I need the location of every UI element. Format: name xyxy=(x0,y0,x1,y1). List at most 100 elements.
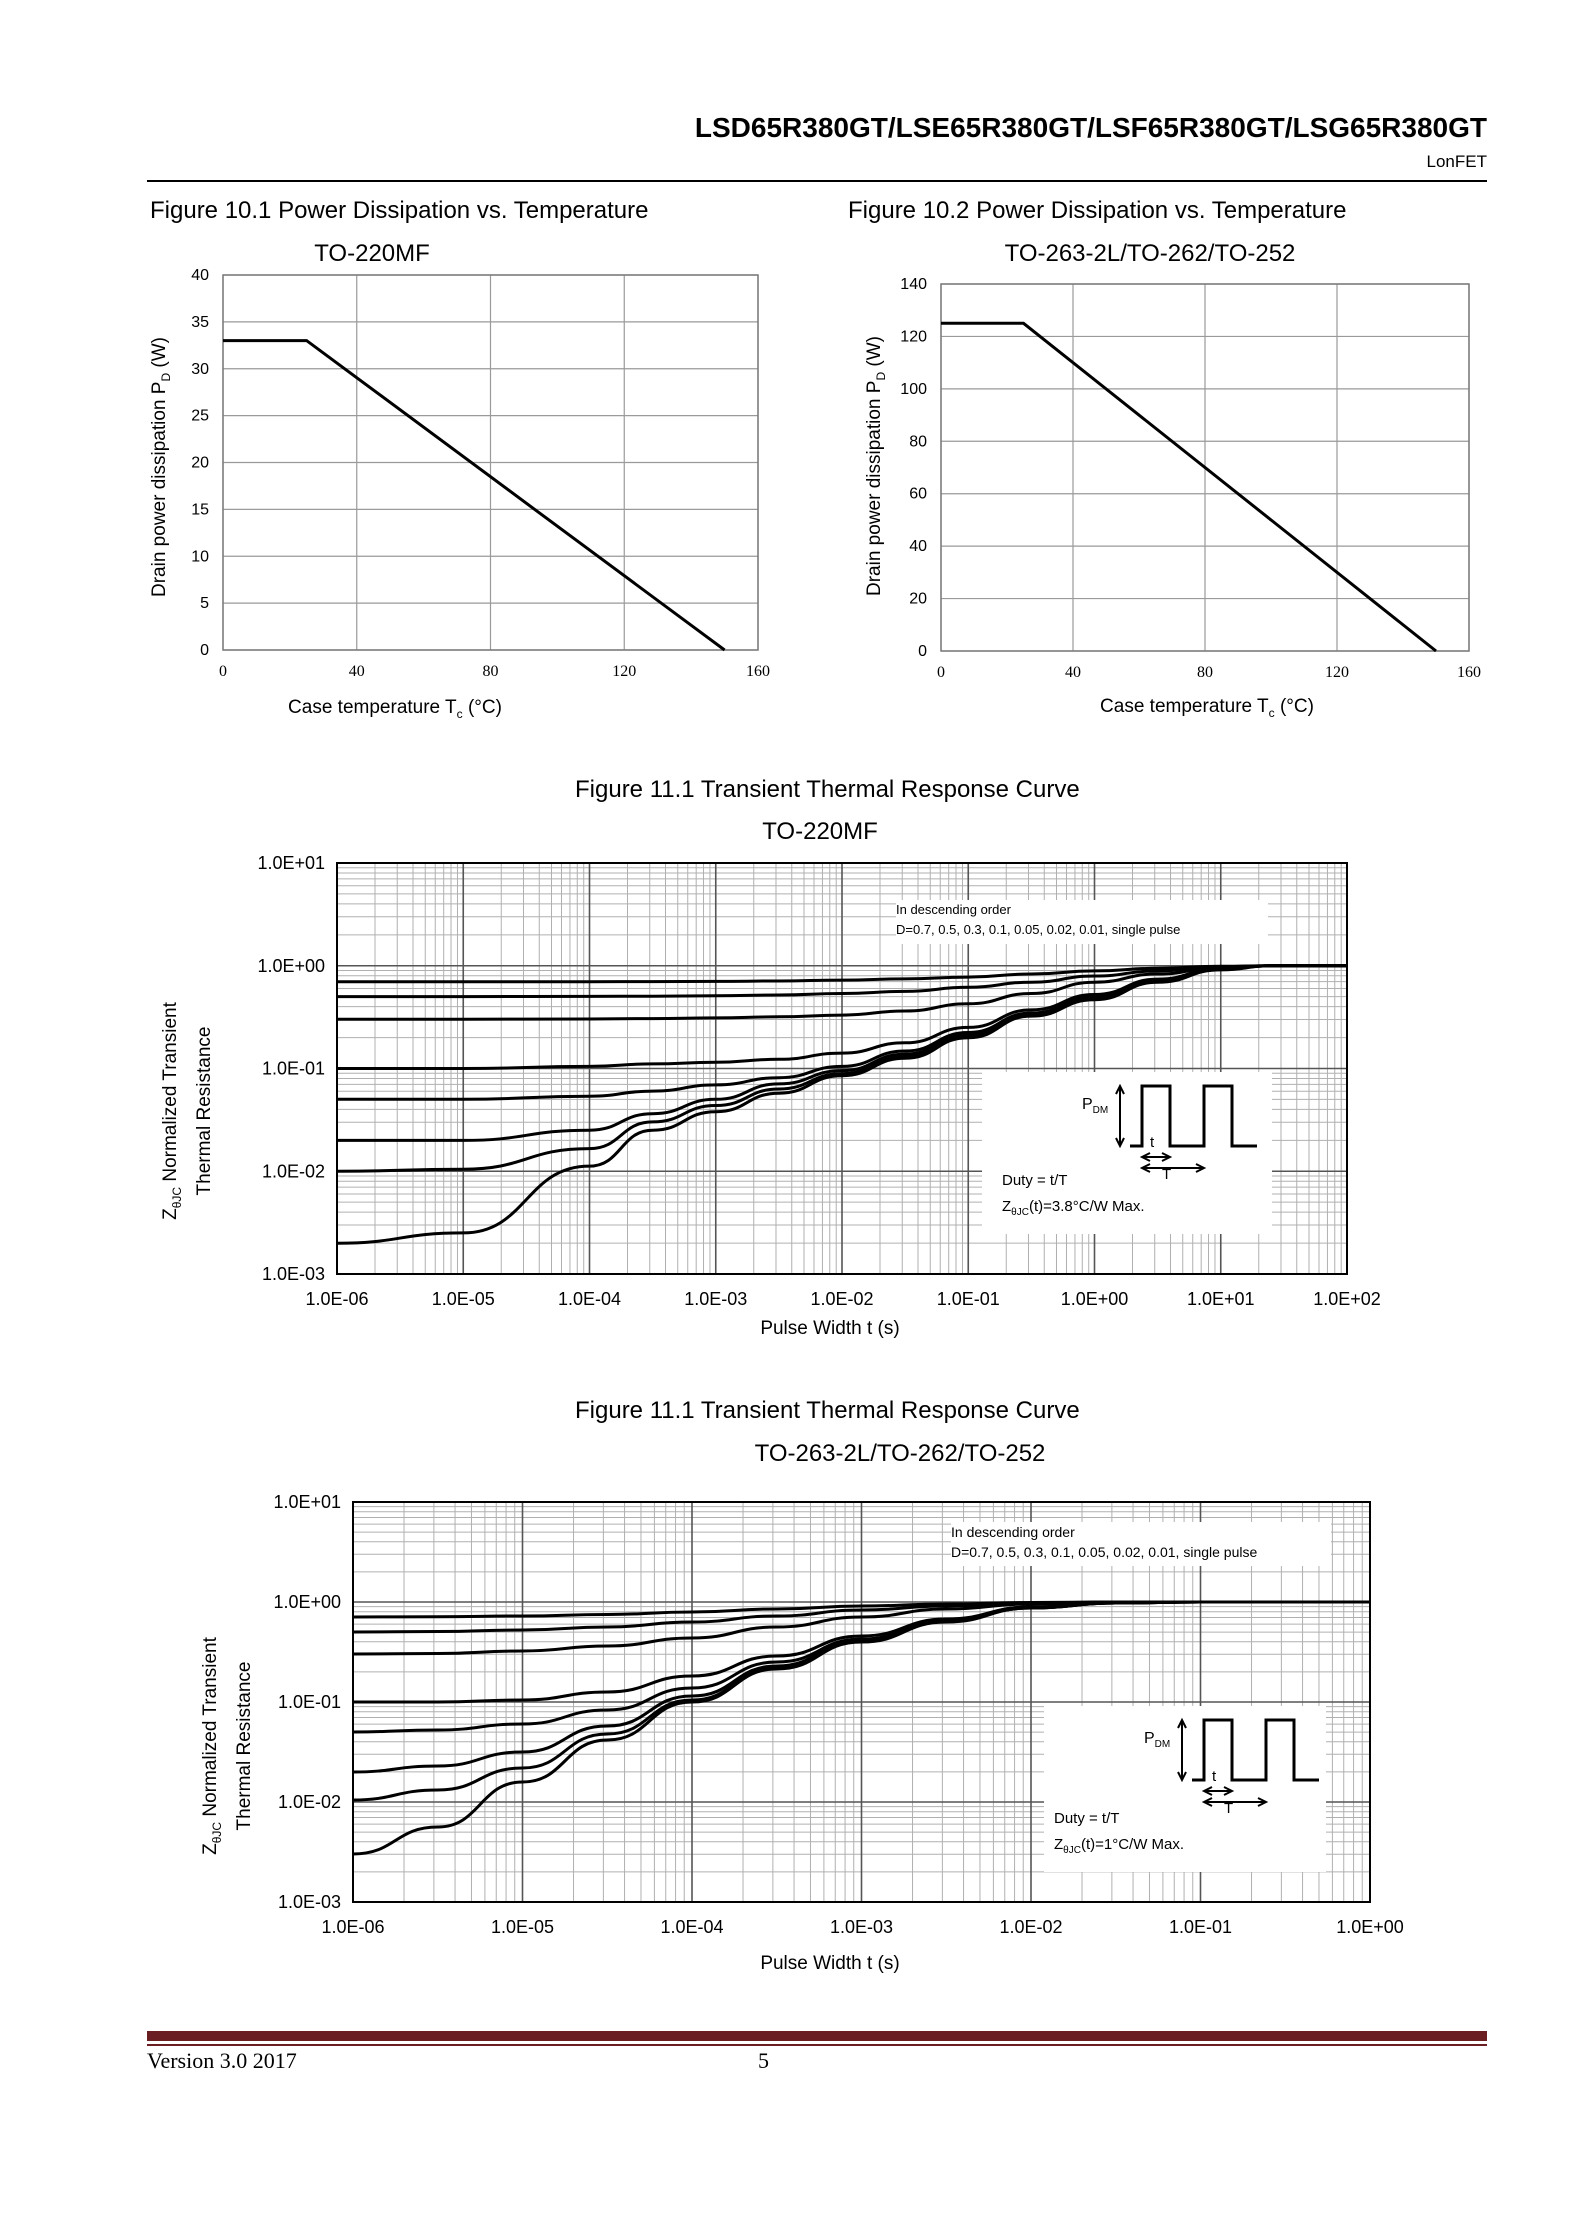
fig11_1a-ytick-label: 1.0E-02 xyxy=(262,1161,325,1181)
fig11-1a-pulse-diagram xyxy=(1115,1083,1257,1173)
fig10_2-ytick-label: 100 xyxy=(900,381,927,398)
fig11-1a-inset-z-value: (t)=3.8°C/W Max. xyxy=(1028,1198,1145,1215)
fig10_1-ytick-label: 10 xyxy=(191,548,209,565)
fig11_1b-xtick-label: 1.0E-04 xyxy=(660,1917,723,1937)
fig11-1b-inset-z-value: (t)=1°C/W Max. xyxy=(1080,1836,1185,1853)
fig11_1b-ytick-label: 1.0E-03 xyxy=(278,1892,341,1912)
fig11_1a-xtick-label: 1.0E-02 xyxy=(810,1289,873,1309)
fig11-1b-caption: Figure 11.1 Transient Thermal Response C… xyxy=(575,1397,1080,1424)
fig10_2-ytick-label: 40 xyxy=(909,538,927,555)
fig11-1a-xlabel: Pulse Width t (s) xyxy=(760,1318,900,1339)
fig11_1a-xtick-label: 1.0E-04 xyxy=(558,1289,621,1309)
fig10_2-xtick-label: 40 xyxy=(1065,664,1081,681)
fig10_1-ytick-label: 15 xyxy=(191,501,209,518)
fig11-1a-inset-z-sub: θJC xyxy=(1011,1207,1029,1218)
fig10_2-plot-frame xyxy=(940,283,1470,652)
fig11_1b-xtick-label: 1.0E-01 xyxy=(1169,1917,1232,1937)
fig11-1a-inset-zval: ZθJC(t)=3.8°C/W Max. xyxy=(1002,1198,1145,1218)
fig11-1b-xlabel: Pulse Width t (s) xyxy=(760,1953,900,1974)
fig11_1b-xtick-label: 1.0E+00 xyxy=(1336,1917,1404,1937)
fig10_1-xtick-label: 40 xyxy=(349,663,365,680)
footer-rule-thin xyxy=(147,2044,1487,2046)
fig11-1b-inset-T: T xyxy=(1224,1800,1234,1817)
footer-rule xyxy=(147,2031,1487,2041)
fig11_1a-ytick-label: 1.0E+01 xyxy=(257,853,325,873)
fig10_1-xtick-label: 0 xyxy=(219,663,227,680)
fig11-1b-inset-z-sub: θJC xyxy=(1063,1845,1081,1856)
fig10-2-caption: Figure 10.2 Power Dissipation vs. Temper… xyxy=(848,197,1347,224)
fig11_1b-series-line xyxy=(352,1600,1370,1856)
fig10-1-subtitle: TO-220MF xyxy=(314,240,430,267)
fig11_1b-ytick-label: 1.0E+00 xyxy=(273,1592,341,1612)
fig10_1-ytick-label: 0 xyxy=(200,642,209,659)
fig10-2-xlabel-sub: c xyxy=(1268,705,1275,720)
fig10-1-xlabel-text: Case temperature T xyxy=(288,697,457,718)
fig10_1-ytick-label: 40 xyxy=(191,267,209,284)
fig10-2-xlabel-text: Case temperature T xyxy=(1100,696,1269,717)
fig10_2-ytick-label: 20 xyxy=(909,591,927,608)
fig10_2-ytick-label: 0 xyxy=(918,643,927,660)
fig11-1a-inset-z: Z xyxy=(1002,1198,1012,1215)
fig10_2-series-line xyxy=(941,321,1437,653)
fig11_1b-ytick-label: 1.0E-02 xyxy=(278,1792,341,1812)
fig10_2-xtick-label: 160 xyxy=(1457,664,1481,681)
fig10_2-xtick-label: 120 xyxy=(1325,664,1349,681)
fig10_1-xtick-label: 80 xyxy=(483,663,499,680)
fig10_1-plot-frame xyxy=(222,274,759,651)
fig11_1a-series-line xyxy=(337,964,1347,999)
fig10-1-xlabel: Case temperature Tc (°C) xyxy=(225,697,565,721)
fig10-2-subtitle: TO-263-2L/TO-262/TO-252 xyxy=(1004,240,1296,267)
fig11_1b-xtick-label: 1.0E-03 xyxy=(830,1917,893,1937)
brand-name: LonFET xyxy=(1426,152,1487,171)
fig11-1a-inset-pdm: PDM xyxy=(1082,1096,1108,1116)
fig10_2-xtick-label: 0 xyxy=(937,664,945,681)
fig11-1a-inset-pdm-p: P xyxy=(1082,1096,1093,1113)
fig10_2-ytick-label: 120 xyxy=(900,328,927,345)
fig11_1a-ytick-label: 1.0E-03 xyxy=(262,1264,325,1284)
fig11-1b-legend: In descending order D=0.7, 0.5, 0.3, 0.1… xyxy=(951,1522,1331,1566)
fig11_1b-ytick-label: 1.0E-01 xyxy=(278,1692,341,1712)
fig11_1a-xtick-label: 1.0E-01 xyxy=(937,1289,1000,1309)
fig10_1-ytick-label: 25 xyxy=(191,408,209,425)
fig11-1a-inset-duty: Duty = t/T xyxy=(1002,1172,1068,1189)
fig11_1b-xtick-label: 1.0E-05 xyxy=(491,1917,554,1937)
fig11-1b-legend-line1: In descending order xyxy=(951,1524,1075,1540)
fig11-1b-inset-pdm: PDM xyxy=(1144,1730,1170,1750)
fig11-1a-inset-T: T xyxy=(1162,1166,1172,1183)
fig10_1-ytick-label: 5 xyxy=(200,595,209,612)
fig11_1a-series-line xyxy=(336,964,1347,1245)
fig11_1b-ytick-label: 1.0E+01 xyxy=(273,1492,341,1512)
fig10_1-ytick-label: 35 xyxy=(191,314,209,331)
fig10_1-xtick-label: 160 xyxy=(746,663,770,680)
fig11-1a-legend-line1: In descending order xyxy=(896,902,1011,917)
header-divider xyxy=(147,180,1487,182)
fig11-1a-subtitle: TO-220MF xyxy=(762,818,878,845)
footer-version: Version 3.0 2017 xyxy=(147,2048,297,2073)
fig11-1b-inset-z: Z xyxy=(1054,1836,1064,1853)
fig11-1a-legend-line2: D=0.7, 0.5, 0.3, 0.1, 0.05, 0.02, 0.01, … xyxy=(896,922,1181,937)
page-number: 5 xyxy=(758,2048,769,2073)
fig10_2-ytick-label: 140 xyxy=(900,276,927,293)
fig10_2-ytick-label: 60 xyxy=(909,486,927,503)
fig10-2-xlabel-unit: (°C) xyxy=(1279,696,1314,717)
fig10_1-series-line xyxy=(223,339,726,652)
fig11_1a-xtick-label: 1.0E-05 xyxy=(432,1289,495,1309)
fig10_2-xtick-label: 80 xyxy=(1197,664,1213,681)
fig11-1a-inset-t1: t xyxy=(1150,1134,1155,1151)
fig11-1b-inset-pdm-sub: DM xyxy=(1154,1739,1171,1751)
fig11-1b-pulse-diagram xyxy=(1177,1717,1319,1807)
fig10-1-caption: Figure 10.1 Power Dissipation vs. Temper… xyxy=(150,197,649,224)
fig11-1b-inset-duty: Duty = t/T xyxy=(1054,1810,1120,1827)
fig11-1a-inset: PDM t T Duty = t/T ZθJC(t)=3.8°C/W Max. xyxy=(982,1072,1272,1234)
fig11-1b-inset-t1: t xyxy=(1212,1768,1217,1785)
fig11_1a-series-line xyxy=(336,964,1347,1021)
fig11_1a-xtick-label: 1.0E+02 xyxy=(1313,1289,1381,1309)
fig11_1a-ytick-label: 1.0E+00 xyxy=(257,956,325,976)
fig10-2-xlabel: Case temperature Tc (°C) xyxy=(1037,696,1377,720)
fig11-1b-legend-line2: D=0.7, 0.5, 0.3, 0.1, 0.05, 0.02, 0.01, … xyxy=(951,1544,1258,1560)
fig11_1a-ytick-label: 1.0E-01 xyxy=(262,1059,325,1079)
document-title: LSD65R380GT/LSE65R380GT/LSF65R380GT/LSG6… xyxy=(694,112,1487,143)
